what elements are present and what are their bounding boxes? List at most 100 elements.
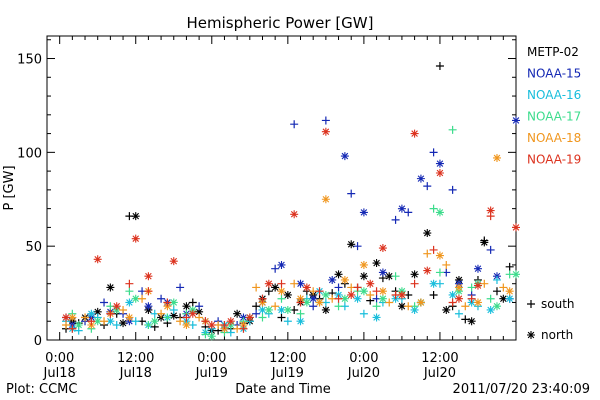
south-point bbox=[448, 298, 457, 307]
south-point bbox=[112, 320, 121, 329]
south-point bbox=[372, 302, 381, 311]
south-point bbox=[353, 283, 362, 292]
north-point bbox=[207, 332, 216, 341]
south-point bbox=[176, 283, 185, 292]
x-tick-sublabel: Jul19 bbox=[271, 366, 304, 381]
north-point bbox=[435, 159, 444, 168]
legend-series-label: NOAA-15 bbox=[527, 67, 581, 81]
north-point bbox=[277, 260, 286, 269]
south-point bbox=[347, 189, 356, 198]
north-point bbox=[258, 305, 267, 314]
y-axis-label: P [GW] bbox=[2, 165, 17, 210]
south-point bbox=[271, 264, 280, 273]
north-point bbox=[423, 229, 432, 238]
north-point bbox=[106, 283, 115, 292]
y-tick-label: 150 bbox=[17, 53, 42, 68]
south-point bbox=[277, 313, 286, 322]
north-point bbox=[125, 313, 134, 322]
north-point bbox=[302, 283, 311, 292]
south-point bbox=[252, 309, 261, 318]
north-point bbox=[340, 152, 349, 161]
north-point bbox=[435, 208, 444, 217]
north-point bbox=[359, 287, 368, 296]
north-point bbox=[321, 290, 330, 299]
plot-frame bbox=[46, 35, 517, 341]
north-point bbox=[499, 294, 508, 303]
south-point bbox=[480, 279, 489, 288]
north-point bbox=[309, 294, 318, 303]
south-point bbox=[334, 302, 343, 311]
legend-marker-label: south bbox=[541, 297, 575, 311]
x-axis-ticks: 0:00Jul1812:00Jul180:00Jul1912:00Jul190:… bbox=[43, 36, 504, 381]
north-point bbox=[271, 283, 280, 292]
north-point bbox=[486, 206, 495, 215]
south-point bbox=[467, 283, 476, 292]
north-point bbox=[473, 298, 482, 307]
south-point bbox=[258, 313, 267, 322]
north-point bbox=[454, 294, 463, 303]
legend-marker-label: north bbox=[541, 328, 573, 342]
north-point bbox=[182, 302, 191, 311]
south-point bbox=[334, 283, 343, 292]
south-point bbox=[391, 215, 400, 224]
south-point bbox=[195, 302, 204, 311]
north-point bbox=[283, 305, 292, 314]
north-point bbox=[264, 279, 273, 288]
south-point bbox=[119, 305, 128, 314]
north-point bbox=[169, 257, 178, 266]
north-point bbox=[233, 309, 242, 318]
north-point bbox=[131, 212, 140, 221]
south-point bbox=[353, 242, 362, 251]
south-point bbox=[239, 324, 248, 333]
y-tick-label: 0 bbox=[34, 334, 42, 349]
north-point bbox=[505, 294, 514, 303]
legend-series-label: NOAA-16 bbox=[527, 88, 581, 102]
south-point bbox=[264, 287, 273, 296]
north-point bbox=[93, 255, 102, 264]
north-point bbox=[321, 195, 330, 204]
north-point bbox=[410, 270, 419, 279]
south-point bbox=[157, 309, 166, 318]
south-point bbox=[258, 294, 267, 303]
south-point bbox=[81, 313, 90, 322]
south-point bbox=[315, 287, 324, 296]
legend: METP-02 NOAA-15 NOAA-16 NOAA-17 NOAA-18 NOAA-… bbox=[527, 45, 581, 342]
north-point bbox=[410, 129, 419, 138]
south-point bbox=[106, 309, 115, 318]
south-point bbox=[271, 302, 280, 311]
south-point bbox=[62, 320, 71, 329]
north-point bbox=[106, 317, 115, 326]
north-point bbox=[296, 317, 305, 326]
legend-star-marker bbox=[527, 331, 535, 339]
north-point bbox=[207, 320, 216, 329]
south-point bbox=[391, 272, 400, 281]
north-point bbox=[169, 311, 178, 320]
north-point bbox=[454, 283, 463, 292]
x-tick-sublabel: Jul19 bbox=[195, 366, 228, 381]
south-point bbox=[486, 294, 495, 303]
north-point bbox=[512, 270, 520, 279]
south-point bbox=[252, 302, 261, 311]
south-point bbox=[283, 317, 292, 326]
south-point bbox=[125, 279, 134, 288]
south-point bbox=[404, 208, 413, 217]
x-tick-label: 12:00 bbox=[421, 351, 458, 366]
legend-series-label: NOAA-18 bbox=[527, 131, 581, 145]
south-point bbox=[429, 290, 438, 299]
north-point bbox=[442, 305, 451, 314]
north-point bbox=[334, 270, 343, 279]
north-point bbox=[112, 302, 121, 311]
north-point bbox=[378, 244, 387, 253]
north-point bbox=[416, 174, 425, 183]
north-point bbox=[144, 302, 153, 311]
south-point bbox=[321, 116, 330, 125]
south-point bbox=[144, 287, 153, 296]
south-point bbox=[492, 275, 501, 284]
south-point bbox=[157, 294, 166, 303]
x-tick-label: 0:00 bbox=[45, 351, 74, 366]
north-point bbox=[93, 307, 102, 316]
north-point bbox=[512, 116, 520, 125]
south-point bbox=[423, 249, 432, 258]
south-point bbox=[138, 294, 147, 303]
